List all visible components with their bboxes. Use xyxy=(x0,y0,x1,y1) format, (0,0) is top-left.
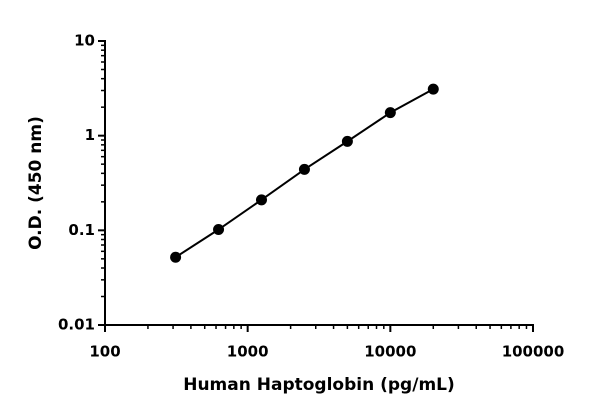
x-tick-label: 100000 xyxy=(502,343,565,361)
data-point xyxy=(427,83,439,95)
y-tick-label: 1 xyxy=(85,126,95,144)
data-point xyxy=(170,251,182,263)
x-tick-label: 10000 xyxy=(364,343,416,361)
data-point xyxy=(255,194,267,206)
x-tick-label: 100 xyxy=(89,343,120,361)
data-point xyxy=(341,135,353,147)
x-tick-label: 1000 xyxy=(227,343,269,361)
y-axis-title: O.D. (450 nm) xyxy=(26,116,46,250)
y-tick-label: 0.1 xyxy=(68,221,95,239)
data-point xyxy=(213,224,225,236)
y-tick-label: 0.01 xyxy=(58,316,95,334)
x-axis-title: Human Haptoglobin (pg/mL) xyxy=(183,375,455,395)
data-point xyxy=(384,107,396,119)
y-tick-label: 10 xyxy=(74,32,95,50)
data-point xyxy=(298,163,310,175)
